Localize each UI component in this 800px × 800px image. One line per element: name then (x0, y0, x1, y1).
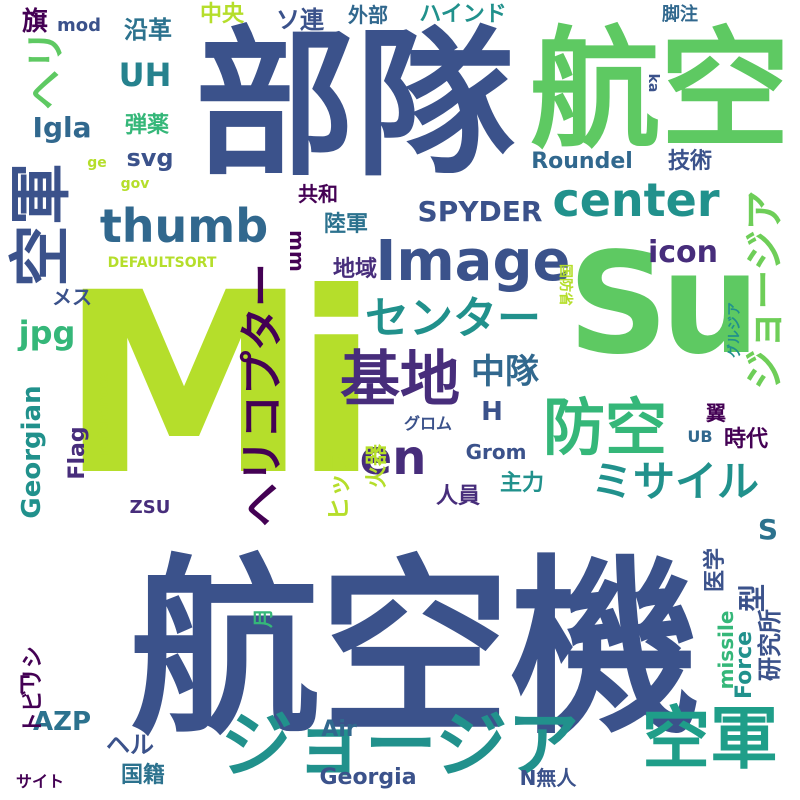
word: Air (321, 717, 357, 742)
word: ヘリコプター (237, 263, 288, 527)
word: センター (365, 293, 541, 344)
word: Image (375, 229, 571, 294)
word: 月 (251, 608, 275, 628)
word: 医学 (703, 547, 728, 593)
word: UH (118, 56, 172, 94)
word: ジョージア (220, 703, 580, 787)
word: ジョージア (742, 190, 788, 390)
word: Roundel (531, 149, 633, 174)
word: サイト (15, 772, 65, 791)
word: thumb (99, 199, 269, 253)
word: 火器 (365, 443, 390, 489)
word: Su (567, 223, 760, 386)
word: ヘル (106, 731, 154, 759)
word: ミサイル (590, 457, 760, 506)
word: en (359, 430, 427, 486)
word: Grom (465, 440, 527, 464)
word: mod (56, 15, 102, 36)
word: 中隊 (471, 352, 539, 392)
word: Mi (59, 239, 380, 530)
word: メス (52, 285, 92, 309)
word: N無人 (519, 766, 577, 790)
word: SPYDER (417, 195, 543, 228)
word: 防空 (542, 391, 668, 464)
word: UB (687, 427, 713, 446)
word: 外部 (348, 3, 388, 27)
word: 研究所 (756, 609, 784, 681)
word: 主力 (499, 471, 545, 496)
word: 航空機 (129, 539, 701, 760)
word: 弾薬 (124, 113, 170, 138)
word: DEFAULTSORT (107, 255, 217, 271)
word: 技術 (667, 149, 713, 174)
word: 時代 (723, 427, 769, 452)
word: 沿革 (124, 16, 172, 44)
word: 中央 (199, 2, 245, 27)
word: グロム (403, 414, 453, 433)
word: ハインド (419, 2, 507, 27)
word: references (96, 370, 112, 456)
word: svg (126, 144, 174, 172)
word: 部隊 (194, 11, 516, 198)
word: ソ連 (276, 6, 324, 34)
word: 旗 (21, 7, 49, 37)
word: AZP (32, 707, 92, 737)
word: 人員 (435, 484, 481, 509)
word: 陸軍 (323, 212, 369, 237)
word: 脚注 (662, 4, 698, 25)
word: Georgia (319, 765, 417, 790)
word: icon (647, 235, 719, 270)
word: 共和 (298, 182, 338, 206)
word: ZSU (129, 497, 171, 518)
word: 空軍 (641, 700, 779, 779)
word: 空軍 (4, 162, 77, 288)
word: ヒップ (325, 449, 353, 521)
word: 国防省 (557, 264, 573, 306)
word: gov (120, 176, 150, 192)
word: 国籍 (120, 763, 166, 788)
word: 「 (3, 675, 31, 705)
word: グルジア (727, 302, 743, 358)
word: Flag (65, 426, 90, 480)
word: jpg (18, 314, 76, 352)
word: 翼 (706, 401, 726, 425)
word: S (757, 513, 779, 546)
word: mm (285, 230, 309, 272)
word: ka (645, 73, 661, 93)
word: ge (87, 155, 107, 171)
word: 型 (736, 583, 769, 613)
word: Georgian (17, 385, 47, 519)
word: 基地 (340, 345, 460, 415)
word: ヘリ (23, 30, 69, 110)
word: H (481, 397, 503, 427)
word: missile (714, 610, 738, 690)
word: Igla (32, 111, 92, 144)
word: center (552, 173, 720, 227)
word: 地域 (332, 257, 378, 282)
word: 航空 (529, 14, 791, 166)
